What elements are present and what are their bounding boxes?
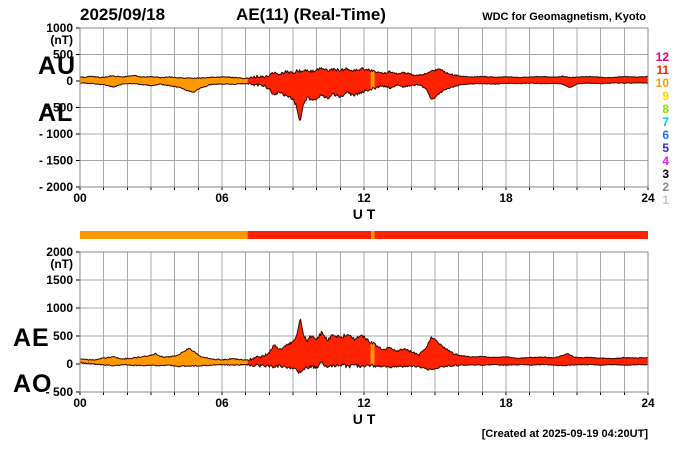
y-tick-label: 1500: [46, 273, 73, 287]
x-tick-label: 12: [357, 396, 371, 410]
x-tick-label: 18: [499, 191, 513, 205]
y-axis-unit-label: (nT): [50, 257, 73, 271]
y-tick-label: 1000: [46, 21, 73, 35]
y-tick-label: 500: [53, 329, 73, 343]
x-tick-label: 24: [641, 191, 655, 205]
x-tick-label: 18: [499, 396, 513, 410]
station-count-legend-item: 7: [662, 115, 669, 129]
band-fill-segment: [370, 69, 375, 91]
page-title: AE(11) (Real-Time): [236, 5, 386, 24]
x-tick-label: 00: [73, 191, 87, 205]
station-count-legend-item: 4: [662, 154, 669, 168]
series-label-ao: AO: [13, 370, 53, 398]
panel-border: [79, 27, 649, 188]
credit-label: WDC for Geomagnetism, Kyoto: [482, 11, 646, 23]
x-tick-label: 00: [73, 396, 87, 410]
band-fill-segment: [247, 67, 372, 121]
panel-border: [79, 251, 649, 393]
y-tick-label: - 1000: [39, 127, 73, 141]
upper-envelope-line: [79, 318, 649, 361]
band-fill-segment: [370, 341, 375, 368]
series-label-ae: AE: [13, 324, 50, 352]
band-fill-segment: [374, 68, 648, 100]
station-count-legend-item: 5: [662, 141, 669, 155]
station-count-bar-segment: [371, 231, 375, 239]
x-tick-label: 06: [215, 396, 229, 410]
x-tick-label: 12: [357, 191, 371, 205]
y-tick-label: - 2000: [39, 180, 73, 194]
station-count-bar-segment: [374, 231, 648, 239]
y-tick-label: 2000: [46, 245, 73, 259]
band-fill-segment: [80, 75, 248, 93]
y-tick-label: 1000: [46, 301, 73, 315]
station-count-legend: 12 11 10 9 8 7 6 5 4 3 2 1: [652, 51, 669, 207]
y-tick-label: - 1500: [39, 154, 73, 168]
station-count-legend-item: 3: [662, 167, 669, 181]
station-count-legend-item: 10: [655, 76, 669, 90]
y-axis-unit-label: (nT): [50, 33, 73, 47]
plot-date: 2025/09/18: [80, 5, 166, 24]
band-fill-segment: [247, 319, 372, 374]
station-count-legend-item: 11: [656, 63, 669, 77]
xaxis-title-bottom: U T: [352, 411, 376, 427]
station-count-legend-item: 12: [655, 50, 669, 64]
station-count-bar-segment: [247, 231, 372, 239]
band-fill-segment: [374, 336, 648, 371]
lower-envelope-line: [79, 82, 649, 121]
xaxis-title-top: U T: [352, 206, 376, 222]
series-label-au: AU: [38, 52, 77, 80]
series-label-al: AL: [38, 99, 74, 127]
upper-envelope-line: [79, 67, 649, 80]
created-at-label: [Created at 2025-09-19 04:20UT]: [481, 428, 648, 440]
lower-envelope-line: [79, 361, 649, 374]
y-tick-label: - 500: [46, 101, 74, 115]
y-tick-label: 0: [66, 357, 73, 371]
station-count-legend-item: 2: [662, 180, 669, 194]
y-tick-label: - 500: [46, 385, 74, 399]
x-tick-label: 06: [215, 191, 229, 205]
y-tick-label: 0: [66, 74, 73, 88]
station-count-legend-item: 1: [662, 193, 669, 207]
station-count-legend-item: 8: [662, 102, 669, 116]
x-tick-label: 24: [641, 396, 655, 410]
station-count-legend-item: 6: [662, 128, 669, 142]
station-count-bar-segment: [80, 231, 248, 239]
station-count-legend-item: 9: [662, 89, 669, 103]
y-tick-label: 500: [53, 48, 73, 62]
